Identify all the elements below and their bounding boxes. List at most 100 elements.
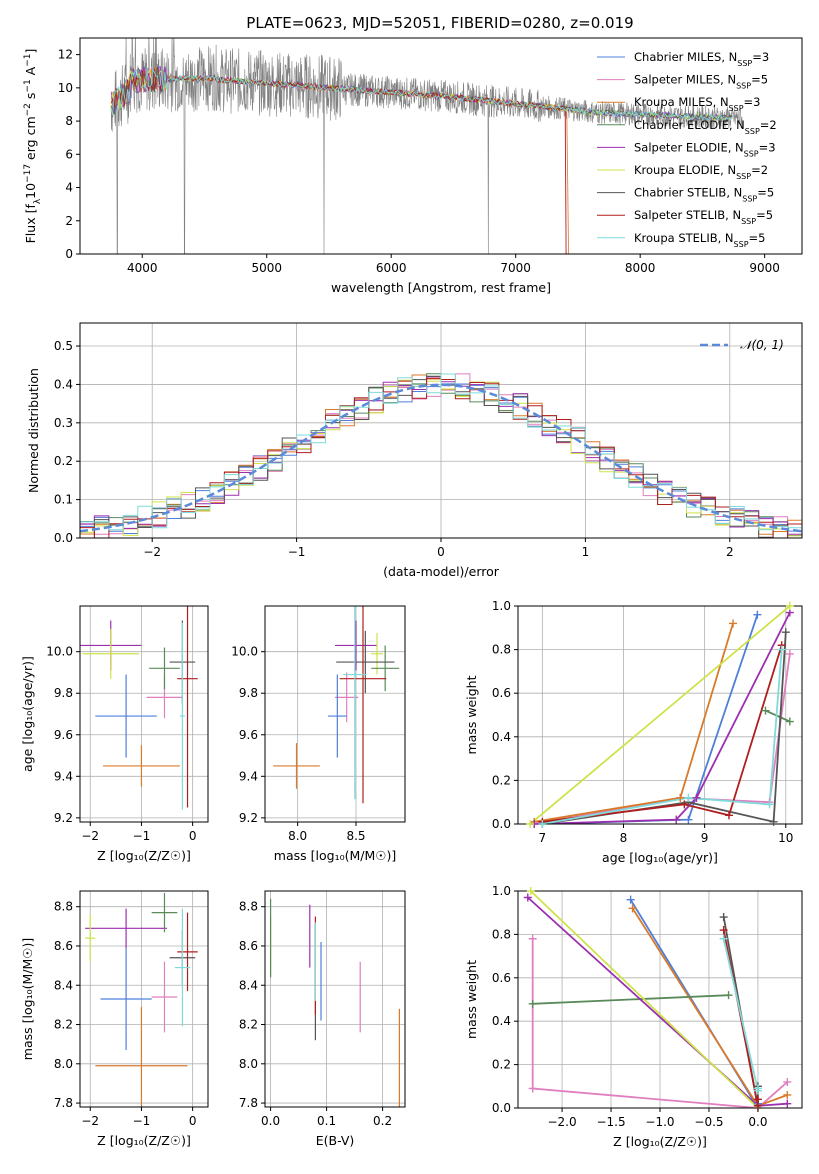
x-axis-label: wavelength [Angstrom, rest frame] <box>331 280 551 295</box>
axes-frame <box>79 605 209 823</box>
plot-area <box>80 373 802 538</box>
legend-sub: SSP <box>744 149 759 158</box>
weight-line-4 <box>534 612 791 824</box>
y-tick-label: 2 <box>65 214 73 228</box>
y-label-part: erg cm <box>23 116 38 164</box>
y-tick-label: 0.3 <box>54 416 73 430</box>
x-axis-label: Z [log₁₀(Z/Z☉)] <box>97 1133 191 1148</box>
weight-marker-6-2 <box>769 817 778 826</box>
weight-marker-3-1 <box>785 717 794 726</box>
x-tick-label: 8.0 <box>288 829 307 843</box>
y-tick-label: 0.4 <box>492 730 511 744</box>
y-tick-label: 10 <box>58 81 73 95</box>
y-tick-label: 0.0 <box>492 817 511 831</box>
weight-line-6 <box>542 632 787 824</box>
x-tick-label: 1 <box>582 545 590 559</box>
y-axis-label: mass weight <box>464 960 479 1039</box>
y-tick-label: 12 <box>58 48 73 62</box>
panel-age-vs-mass: 8.0 8.5 9.2 9.4 9.6 9.8 10.0 mass [log₁₀(M/M☉)] <box>231 605 406 863</box>
weight-marker-5-0 <box>526 887 535 895</box>
weight-line-1 <box>534 653 791 824</box>
weight-line-2 <box>534 623 734 823</box>
legend-sub: SSP <box>736 81 751 90</box>
y-tick-label: 10.0 <box>46 645 73 659</box>
legend-sub: SSP <box>729 104 744 113</box>
y-tick-label: 0.0 <box>54 531 73 545</box>
x-tick-label: −0.5 <box>694 1115 723 1129</box>
y-label-part: s <box>23 93 38 104</box>
legend-entry-8: Kroupa STELIB, NSSP=5 <box>634 231 765 249</box>
y-tick-label: 9.2 <box>239 811 258 825</box>
y-tick-label: 8.6 <box>239 939 258 953</box>
legend-value: =3 <box>744 95 761 109</box>
y-tick-label: 8.8 <box>239 900 258 914</box>
weight-marker-4-2 <box>692 793 701 802</box>
panel-weight-vs-age: 7 8 9 10 0.0 0.2 0.4 0.6 0.8 1.0 age [log₁₀(age/yr… <box>464 599 803 865</box>
y-tick-label: 0.2 <box>54 454 73 468</box>
x-tick-label: 9000 <box>749 261 780 275</box>
x-axis-label: age [log₁₀(age/yr)] <box>602 850 718 865</box>
plot-area <box>85 892 198 1107</box>
x-tick-label: −1 <box>133 829 151 843</box>
weight-marker-6-3 <box>781 628 790 637</box>
x-tick-label: −2 <box>81 829 99 843</box>
weight-line-3 <box>532 994 729 1005</box>
weight-marker-8-2 <box>753 1084 762 1093</box>
y-tick-label: 8.8 <box>54 900 73 914</box>
x-tick-label: −2 <box>81 1114 99 1128</box>
x-tick-label: 0 <box>189 829 197 843</box>
x-tick-label: 0.0 <box>261 1114 280 1128</box>
legend-entry-0: Chabrier MILES, NSSP=3 <box>634 50 769 68</box>
y-label-part: 10 <box>23 183 38 199</box>
legend-value: =5 <box>751 73 768 87</box>
y-tick-label: 1.0 <box>492 884 511 898</box>
x-tick-label: 0.1 <box>317 1114 336 1128</box>
x-tick-label: 8.5 <box>346 829 365 843</box>
y-axis-label: Normed distribution <box>26 368 41 493</box>
y-tick-label: 0.8 <box>492 927 511 941</box>
y-tick-label: 9.6 <box>239 728 258 742</box>
legend-value: =2 <box>751 163 768 177</box>
x-tick-label: −2.0 <box>547 1115 576 1129</box>
panel-mass-vs-Z: −2 −1 0 7.8 8.0 8.2 8.4 8.6 8.8 Z [log₁₀(Z/Z☉)] ma… <box>20 890 209 1148</box>
weight-marker-6-0 <box>719 913 728 922</box>
y-tick-label: 0.2 <box>492 773 511 787</box>
weight-line-8 <box>542 649 783 824</box>
y-label-sup: −1 <box>23 54 33 67</box>
y-tick-label: 0.8 <box>492 643 511 657</box>
weight-line-1 <box>531 938 788 1108</box>
x-tick-label: 0 <box>437 545 445 559</box>
x-tick-label: 5000 <box>251 261 282 275</box>
plot-area <box>80 606 198 810</box>
gaussian-curve <box>80 383 802 533</box>
legend-sub: SSP <box>742 194 757 203</box>
y-tick-label: 9.2 <box>54 811 73 825</box>
y-label-sup: −2 <box>23 103 33 116</box>
x-axis-label: mass [log₁₀(M/M☉)] <box>274 848 396 863</box>
panel-age-vs-Z: −2 −1 0 9.2 9.4 9.6 9.8 10.0 Z [log₁₀(Z/Z☉)] age … <box>20 605 209 863</box>
y-tick-label: 9.8 <box>239 686 258 700</box>
x-tick-label: −1.0 <box>645 1115 674 1129</box>
plot-area <box>273 606 400 804</box>
y-tick-label: 0 <box>65 247 73 261</box>
legend-value: =5 <box>749 231 766 245</box>
figure-title: PLATE=0623, MJD=52051, FIBERID=0280, z=0… <box>246 14 633 32</box>
weight-line-2 <box>631 907 788 1107</box>
weight-marker-8-0 <box>538 820 547 828</box>
y-tick-label: 7.8 <box>239 1096 258 1110</box>
weight-marker-7-1 <box>680 800 689 809</box>
y-tick-label: 8.0 <box>239 1057 258 1071</box>
legend-sub: SSP <box>734 239 749 248</box>
y-tick-label: 7.8 <box>54 1096 73 1110</box>
weight-marker-7-2 <box>724 811 733 820</box>
y-tick-label: 0.5 <box>54 339 73 353</box>
y-tick-label: 8.2 <box>54 1018 73 1032</box>
plot-area <box>527 891 788 1108</box>
weight-marker-4-2 <box>783 1099 792 1108</box>
weight-marker-4-1 <box>672 815 681 824</box>
y-label-part: ] <box>23 49 38 54</box>
legend-sub: SSP <box>736 172 751 181</box>
x-tick-label: 0.2 <box>373 1114 392 1128</box>
y-axis-label: mass [log₁₀(M/M☉)] <box>20 938 35 1060</box>
